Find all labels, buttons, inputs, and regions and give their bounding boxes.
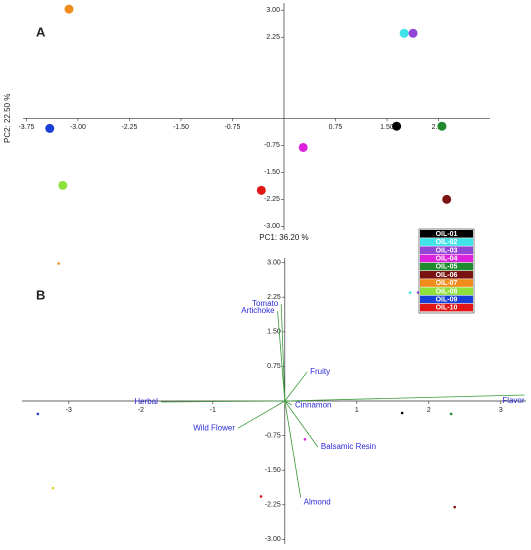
point bbox=[408, 291, 412, 294]
point bbox=[51, 486, 55, 490]
loading-vector bbox=[284, 371, 308, 402]
point bbox=[449, 412, 453, 416]
loading-label: Fruity bbox=[310, 367, 330, 376]
x-tick-label: 1.50 bbox=[380, 124, 394, 131]
y-tick-label: -0.75 bbox=[264, 142, 280, 149]
y-tick-label: -2.25 bbox=[264, 196, 280, 203]
point bbox=[400, 411, 404, 415]
legend-label: OIL-05 bbox=[436, 264, 458, 271]
loading-vector bbox=[284, 400, 293, 406]
legend-label: OIL-03 bbox=[436, 247, 458, 254]
legend-label: OIL-09 bbox=[436, 297, 458, 304]
y-tick-label: 0.75 bbox=[267, 363, 281, 370]
y-tick-label: 2.25 bbox=[266, 34, 280, 41]
point bbox=[453, 505, 457, 509]
loading-label: Flavor bbox=[502, 396, 525, 405]
loading-label: Cinnamon bbox=[295, 400, 331, 409]
legend-swatch bbox=[420, 246, 473, 254]
loading-label: Almond bbox=[304, 498, 331, 507]
loading-label: Herbal bbox=[134, 397, 158, 406]
y-tick-label: -1.50 bbox=[264, 169, 280, 176]
point bbox=[45, 123, 55, 133]
y-tick-label: 1.50 bbox=[267, 329, 281, 336]
point bbox=[442, 194, 452, 204]
x-tick-label: 2 bbox=[427, 407, 431, 414]
loading-vector bbox=[237, 400, 286, 429]
x-tick-label: -3.00 bbox=[70, 124, 86, 131]
loading-vector bbox=[160, 400, 285, 403]
x-tick-label: -0.75 bbox=[224, 124, 240, 131]
point bbox=[64, 4, 74, 14]
x-tick-label: -2 bbox=[138, 407, 144, 414]
legend-label: OIL-02 bbox=[436, 239, 458, 246]
legend-swatch bbox=[420, 303, 473, 312]
y-tick-label: -2.25 bbox=[265, 502, 281, 509]
point bbox=[259, 495, 263, 498]
loading-label: Balsamic Resin bbox=[321, 442, 376, 451]
point bbox=[58, 180, 68, 190]
legend-swatch bbox=[420, 230, 473, 238]
y-tick-label: -3.00 bbox=[264, 223, 280, 230]
legend-swatch bbox=[420, 262, 473, 271]
point bbox=[416, 291, 420, 294]
point bbox=[399, 28, 409, 38]
x-tick-label: -3 bbox=[66, 407, 72, 414]
y-tick-label: -1.50 bbox=[265, 467, 281, 474]
loading-label: Wild Flower bbox=[193, 423, 235, 432]
y-tick-label: -0.75 bbox=[265, 432, 281, 439]
x-tick-label: -1.50 bbox=[173, 124, 189, 131]
legend-swatch bbox=[420, 238, 473, 246]
legend-label: OIL-04 bbox=[436, 256, 458, 263]
legend-label: OIL-01 bbox=[436, 231, 458, 238]
legend-label: OIL-07 bbox=[436, 280, 458, 287]
panel-label: A bbox=[36, 24, 46, 39]
y-tick-label: 3.00 bbox=[267, 259, 281, 266]
y-axis-label: PC2: 22.50 % bbox=[3, 94, 12, 143]
point bbox=[392, 121, 402, 131]
x-tick-label: -3.75 bbox=[18, 124, 34, 131]
point bbox=[408, 28, 418, 38]
legend-swatch bbox=[420, 254, 473, 263]
loading-vector bbox=[284, 394, 525, 402]
loading-label: Artichoke bbox=[241, 306, 275, 315]
loading-vector bbox=[284, 400, 319, 448]
legend-swatch bbox=[420, 271, 473, 279]
point bbox=[256, 185, 266, 195]
legend-label: OIL-08 bbox=[436, 288, 458, 295]
x-tick-label: 0.75 bbox=[329, 124, 343, 131]
legend-label: OIL-06 bbox=[436, 272, 458, 279]
loading-vector bbox=[277, 311, 286, 402]
y-tick-label: 2.25 bbox=[267, 294, 281, 301]
point bbox=[298, 142, 308, 152]
x-tick-label: 1 bbox=[355, 407, 359, 414]
y-tick-label: -3.00 bbox=[265, 536, 281, 543]
loading-vector bbox=[280, 304, 286, 402]
point bbox=[36, 412, 40, 416]
point bbox=[303, 437, 307, 441]
legend-swatch bbox=[420, 279, 473, 287]
point bbox=[57, 262, 61, 265]
panel-label: B bbox=[36, 287, 45, 302]
x-axis-label: PC1: 36.20 % bbox=[259, 233, 308, 242]
loading-label: Tomato bbox=[252, 299, 279, 308]
y-tick-label: 3.00 bbox=[266, 7, 280, 14]
legend-swatch bbox=[420, 295, 473, 304]
point bbox=[437, 121, 447, 131]
legend-label: OIL-10 bbox=[436, 305, 458, 312]
legend-swatch bbox=[420, 287, 473, 295]
loading-vector bbox=[284, 400, 302, 498]
x-tick-label: 3 bbox=[499, 407, 503, 414]
x-tick-label: -1 bbox=[210, 407, 216, 414]
x-tick-label: -2.25 bbox=[121, 124, 137, 131]
